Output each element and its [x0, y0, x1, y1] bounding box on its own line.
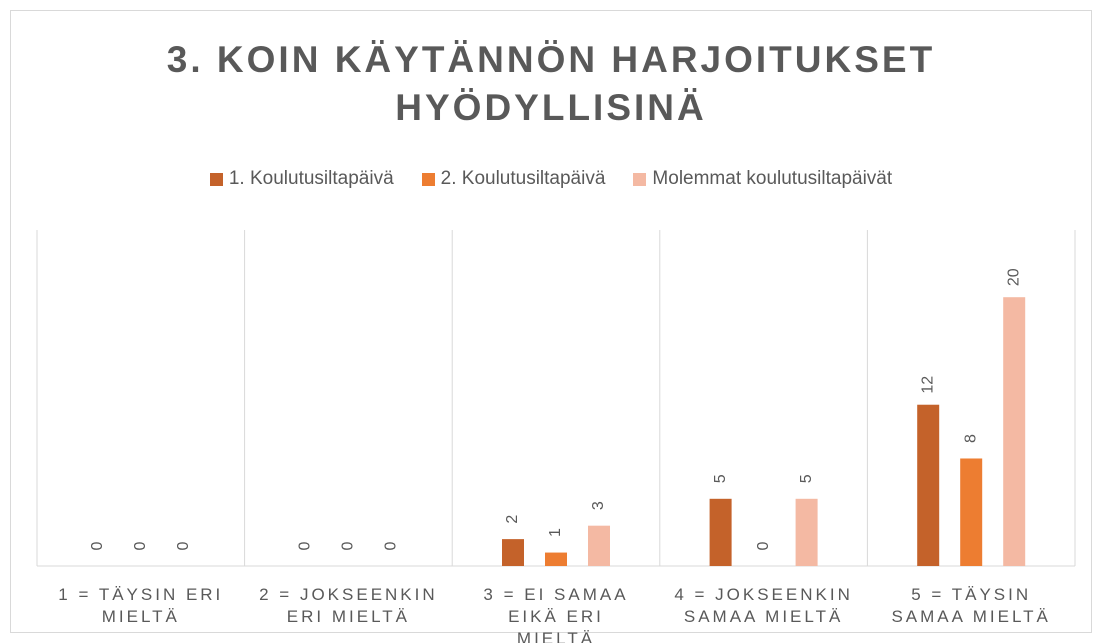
- x-tick-label: 5 = TÄYSIN SAMAA MIELTÄ: [891, 585, 1051, 626]
- bar: [545, 552, 567, 566]
- data-label: 1: [547, 528, 564, 537]
- legend-swatch: [633, 172, 647, 186]
- bar: [960, 458, 983, 566]
- legend: 1. Koulutusiltapäivä 2. Koulutusiltapäivä…: [0, 168, 1102, 190]
- legend-label: 2. Koulutusiltapäivä: [440, 168, 606, 189]
- legend-item: 2. Koulutusiltapäivä: [421, 168, 606, 190]
- legend-swatch: [209, 172, 223, 186]
- x-tick-label: 2 = JOKSEENKIN ERI MIELTÄ: [259, 585, 438, 626]
- data-label: 5: [798, 474, 815, 483]
- bar: [588, 525, 610, 566]
- bar: [795, 498, 818, 566]
- data-label: 3: [590, 501, 607, 510]
- data-label: 20: [1005, 268, 1022, 286]
- legend-label: 1. Koulutusiltapäivä: [228, 168, 394, 189]
- data-label: 0: [132, 541, 149, 550]
- data-label: 0: [755, 541, 772, 550]
- data-label: 0: [383, 541, 400, 550]
- data-label: 0: [340, 541, 357, 550]
- bar: [917, 404, 940, 566]
- data-label: 12: [919, 376, 936, 394]
- data-label: 5: [712, 474, 729, 483]
- chart-title: 3. KOIN KÄYTÄNNÖN HARJOITUKSET HYÖDYLLIS…: [166, 39, 936, 128]
- data-label: 8: [962, 434, 979, 443]
- x-tick-label: 4 = JOKSEENKIN SAMAA MIELTÄ: [674, 585, 853, 626]
- data-label: 0: [89, 541, 106, 550]
- legend-label: Molemmat koulutusiltapäivät: [652, 168, 893, 189]
- data-label: 0: [297, 541, 314, 550]
- bar: [709, 498, 732, 566]
- legend-item: 1. Koulutusiltapäivä: [209, 168, 394, 190]
- chart-border: [10, 10, 1092, 633]
- legend-item: Molemmat koulutusiltapäivät: [633, 168, 892, 190]
- x-tick-label: 3 = EI SAMAA EIKÄ ERI MIELTÄ: [483, 585, 629, 643]
- legend-swatch: [421, 172, 435, 186]
- data-label: 2: [504, 515, 521, 524]
- bar: [1003, 297, 1026, 566]
- x-tick-label: 1 = TÄYSIN ERI MIELTÄ: [58, 585, 224, 626]
- bar: [502, 539, 524, 566]
- data-label: 0: [175, 541, 192, 550]
